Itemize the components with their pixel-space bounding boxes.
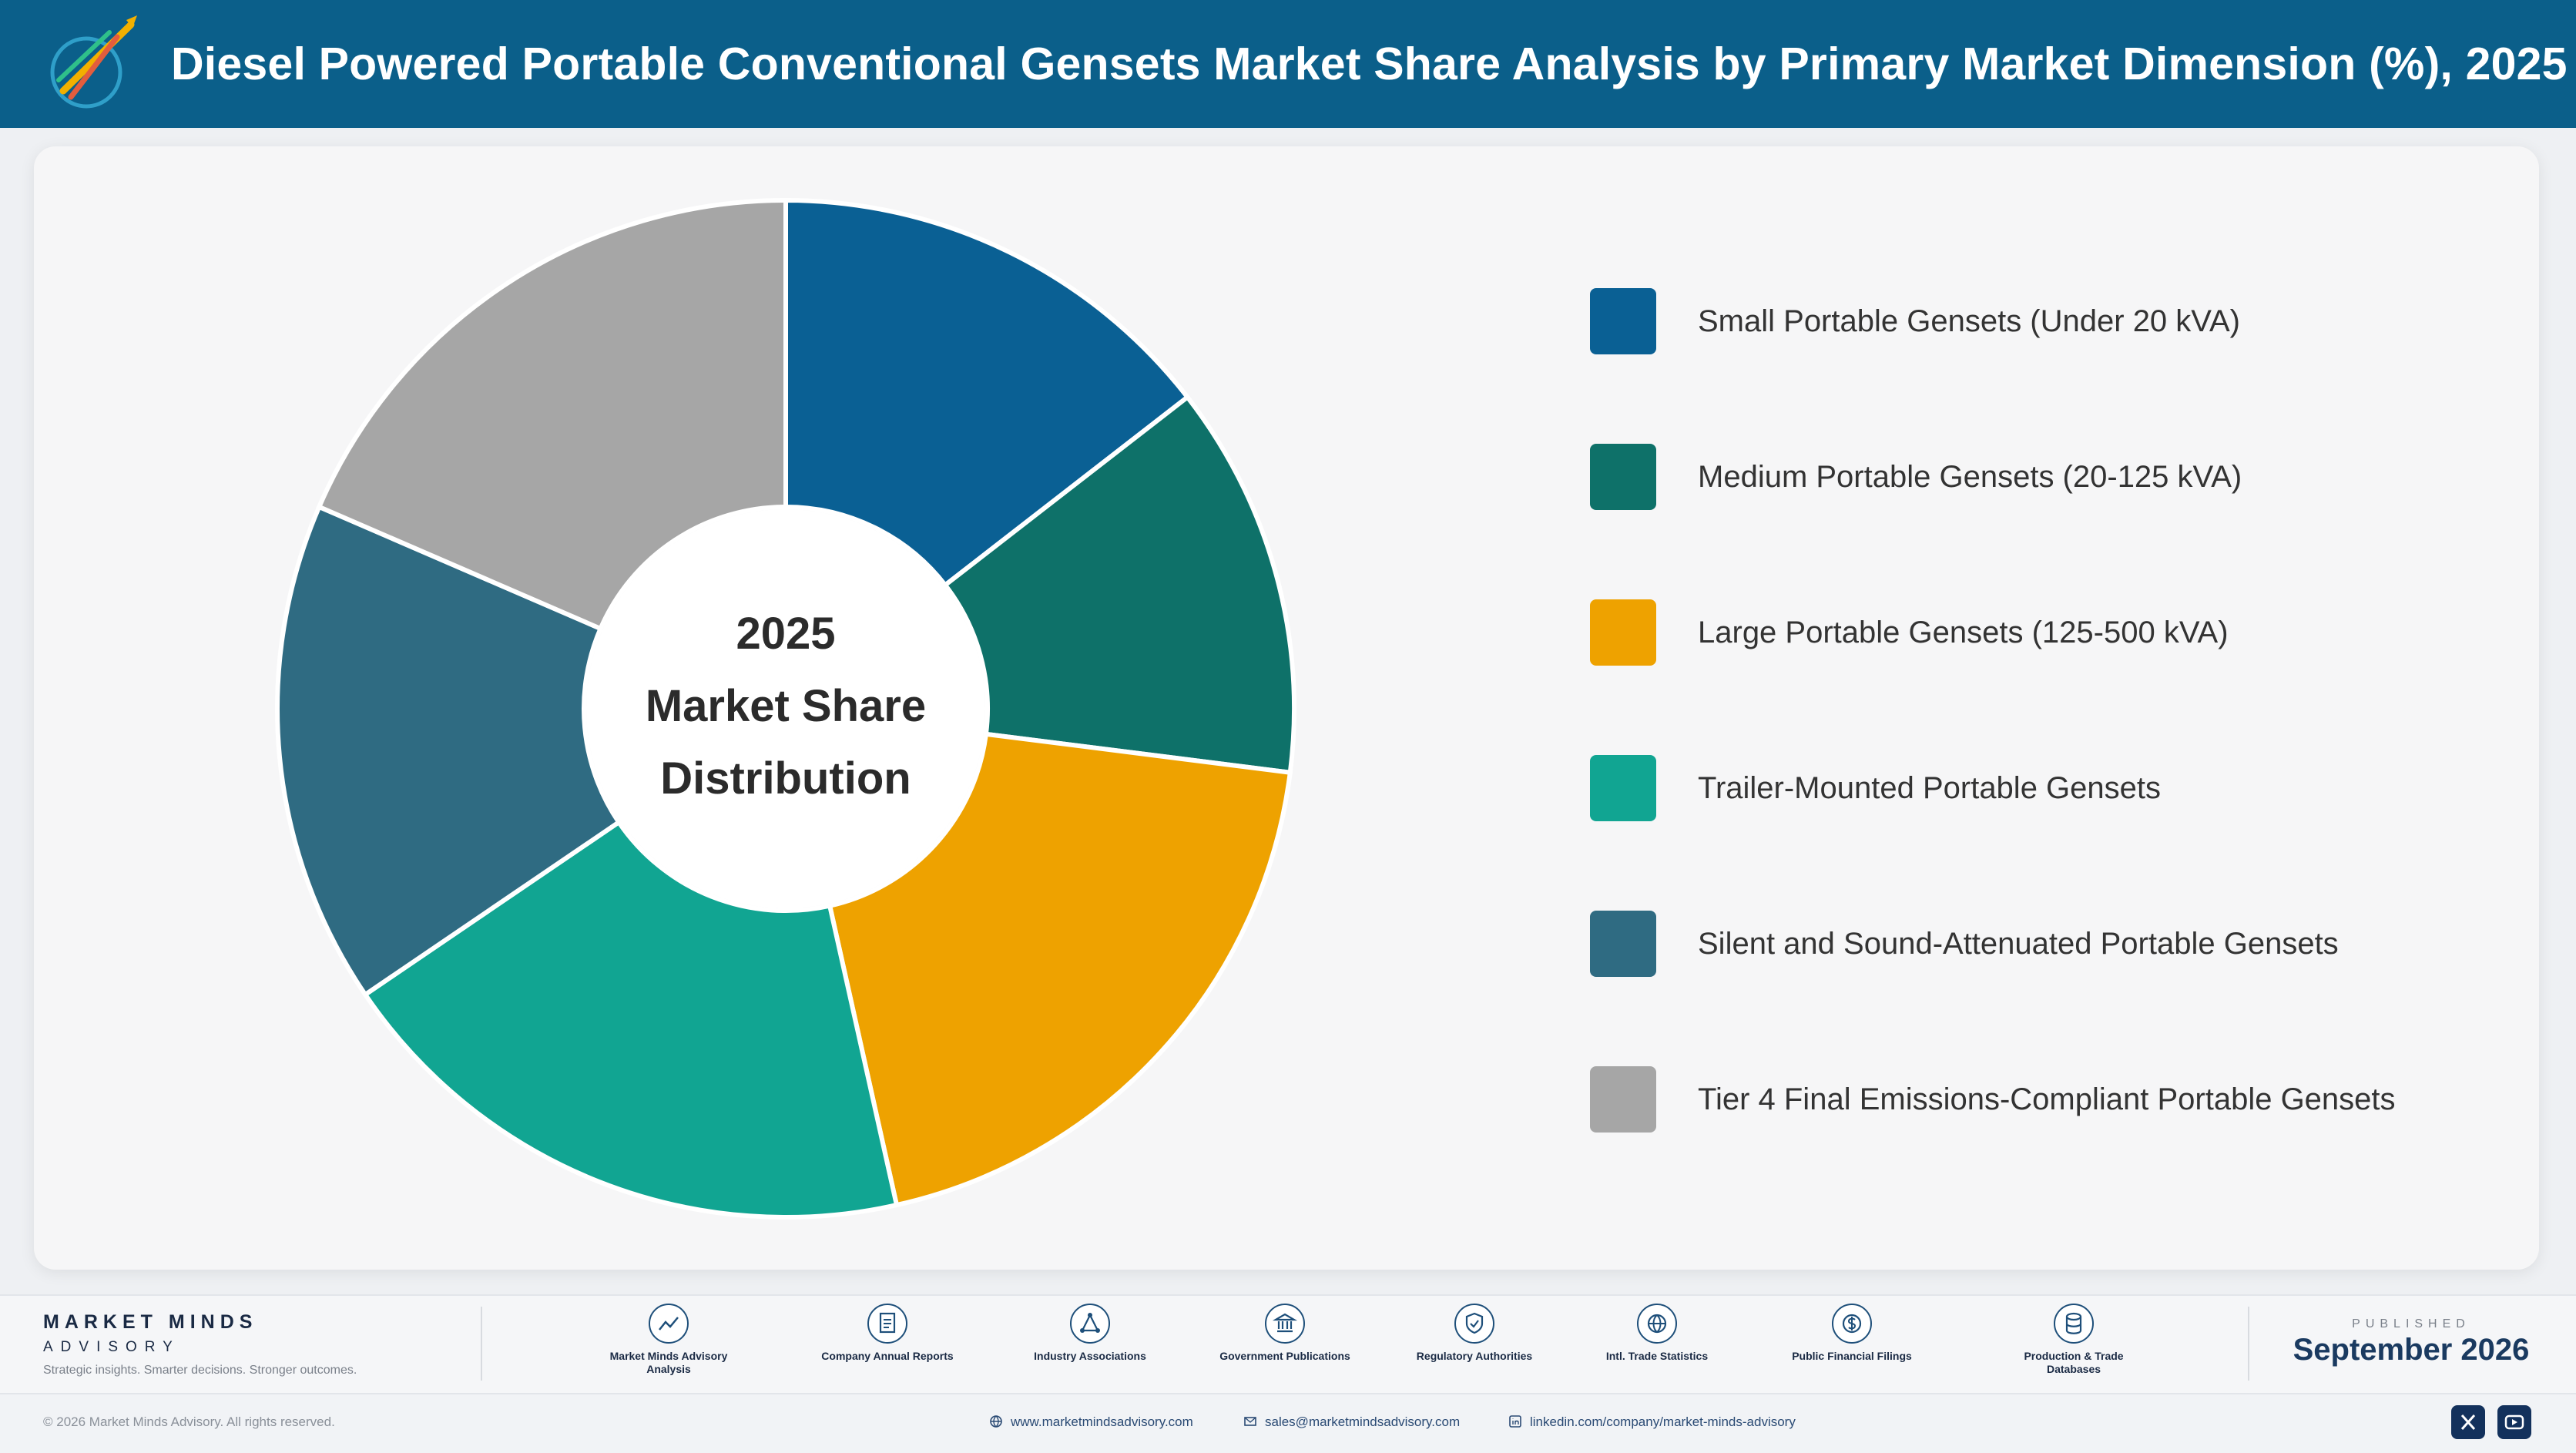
legend-swatch bbox=[1590, 288, 1656, 354]
source-item: Production & Trade Databases bbox=[1997, 1304, 2151, 1376]
legend-swatch bbox=[1590, 755, 1656, 821]
source-label: Government Publications bbox=[1219, 1350, 1350, 1362]
center-label-line: 2025 bbox=[736, 609, 835, 659]
source-item: Market Minds Advisory Analysis bbox=[592, 1304, 746, 1376]
pie-slice[interactable] bbox=[783, 197, 1191, 589]
center-label-line: Distribution bbox=[660, 753, 911, 804]
source-item: Public Financial Filings bbox=[1775, 1304, 1929, 1363]
source-item: Intl. Trade Statistics bbox=[1580, 1304, 1734, 1363]
network-icon bbox=[1070, 1304, 1110, 1344]
pie-chart: 2025 Market Share Distribution bbox=[275, 197, 1297, 1220]
footer-bottom-bar: © 2026 Market Minds Advisory. All rights… bbox=[0, 1393, 2576, 1453]
source-label: Public Financial Filings bbox=[1792, 1350, 1912, 1362]
shield-check-icon bbox=[1454, 1304, 1494, 1344]
brand-tagline: Strategic insights. Smarter decisions. S… bbox=[43, 1364, 357, 1377]
footer: MARKET MINDS ADVISORY Strategic insights… bbox=[0, 1294, 2576, 1453]
footer-divider bbox=[481, 1307, 482, 1381]
globe-icon bbox=[990, 1415, 1002, 1428]
legend-label: Tier 4 Final Emissions-Compliant Portabl… bbox=[1698, 1082, 2396, 1116]
document-icon bbox=[867, 1304, 907, 1344]
published-label: PUBLISHED bbox=[2352, 1317, 2470, 1331]
source-label: Company Annual Reports bbox=[821, 1350, 954, 1362]
brand-subtitle: ADVISORY bbox=[43, 1339, 180, 1355]
source-label: Industry Associations bbox=[1034, 1350, 1146, 1362]
dollar-coin-icon bbox=[1832, 1304, 1872, 1344]
x-icon[interactable] bbox=[2451, 1405, 2485, 1439]
source-label: Intl. Trade Statistics bbox=[1605, 1350, 1709, 1362]
copyright-text: © 2026 Market Minds Advisory. All rights… bbox=[43, 1414, 335, 1429]
footer-divider bbox=[2248, 1307, 2249, 1381]
website-text: www.marketmindsadvisory.com bbox=[1011, 1414, 1193, 1429]
center-label-line: Market Share bbox=[646, 681, 926, 731]
pie-slice[interactable] bbox=[275, 503, 622, 998]
source-label: Production & Trade Databases bbox=[2024, 1350, 2124, 1375]
source-item: Industry Associations bbox=[1013, 1304, 1167, 1363]
legend-swatch bbox=[1590, 599, 1656, 666]
email-link[interactable]: sales@marketmindsadvisory.com bbox=[1243, 1414, 1460, 1430]
pie-slice[interactable] bbox=[316, 197, 788, 632]
legend-label: Silent and Sound-Attenuated Portable Gen… bbox=[1698, 927, 2339, 961]
donut-center bbox=[586, 509, 985, 908]
trend-chart-icon bbox=[649, 1304, 689, 1344]
source-label: Market Minds Advisory Analysis bbox=[609, 1350, 728, 1375]
linkedin-text: linkedin.com/company/market-minds-adviso… bbox=[1530, 1414, 1796, 1429]
header-bar: Diesel Powered Portable Conventional Gen… bbox=[0, 0, 2576, 128]
pie-slice[interactable] bbox=[361, 819, 900, 1220]
database-icon bbox=[2054, 1304, 2094, 1344]
legend-label: Large Portable Gensets (125-500 kVA) bbox=[1698, 616, 2229, 649]
legend-label: Trailer-Mounted Portable Gensets bbox=[1698, 771, 2162, 805]
brand-name: MARKET MINDS bbox=[43, 1311, 258, 1333]
website-link[interactable]: www.marketmindsadvisory.com bbox=[989, 1414, 1193, 1430]
mail-icon bbox=[1244, 1417, 1256, 1426]
source-label: Regulatory Authorities bbox=[1416, 1350, 1533, 1362]
source-item: Government Publications bbox=[1208, 1304, 1362, 1363]
source-item: Company Annual Reports bbox=[810, 1304, 964, 1363]
linkedin-icon bbox=[1509, 1415, 1521, 1428]
page-title: Diesel Powered Portable Conventional Gen… bbox=[171, 39, 2568, 89]
source-item: Regulatory Authorities bbox=[1397, 1304, 1551, 1363]
published-date: September 2026 bbox=[2293, 1333, 2530, 1367]
pie-slice[interactable] bbox=[941, 394, 1297, 776]
linkedin-link[interactable]: linkedin.com/company/market-minds-adviso… bbox=[1508, 1414, 1796, 1430]
government-building-icon bbox=[1265, 1304, 1305, 1344]
youtube-icon[interactable] bbox=[2497, 1405, 2531, 1439]
legend-swatch bbox=[1590, 1066, 1656, 1133]
market-minds-logo-icon bbox=[50, 15, 137, 109]
email-text: sales@marketmindsadvisory.com bbox=[1265, 1414, 1461, 1429]
legend-label: Medium Portable Gensets (20-125 kVA) bbox=[1698, 460, 2242, 494]
pie-slice[interactable] bbox=[827, 731, 1293, 1208]
legend-swatch bbox=[1590, 911, 1656, 977]
globe-icon bbox=[1637, 1304, 1677, 1344]
legend-swatch bbox=[1590, 444, 1656, 510]
chart-card: 2025 Market Share Distribution Small Porta… bbox=[34, 146, 2539, 1270]
legend-label: Small Portable Gensets (Under 20 kVA) bbox=[1698, 304, 2241, 338]
